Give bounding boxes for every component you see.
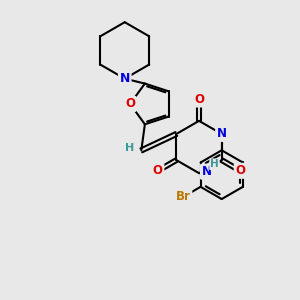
Text: Br: Br xyxy=(176,190,191,203)
Text: N: N xyxy=(119,72,130,85)
Text: O: O xyxy=(194,93,204,106)
Text: O: O xyxy=(125,98,135,110)
Text: N: N xyxy=(217,128,227,140)
Text: N: N xyxy=(202,165,212,178)
Text: H: H xyxy=(210,159,219,169)
Text: H: H xyxy=(125,143,134,153)
Text: O: O xyxy=(235,164,245,177)
Text: O: O xyxy=(153,164,163,177)
